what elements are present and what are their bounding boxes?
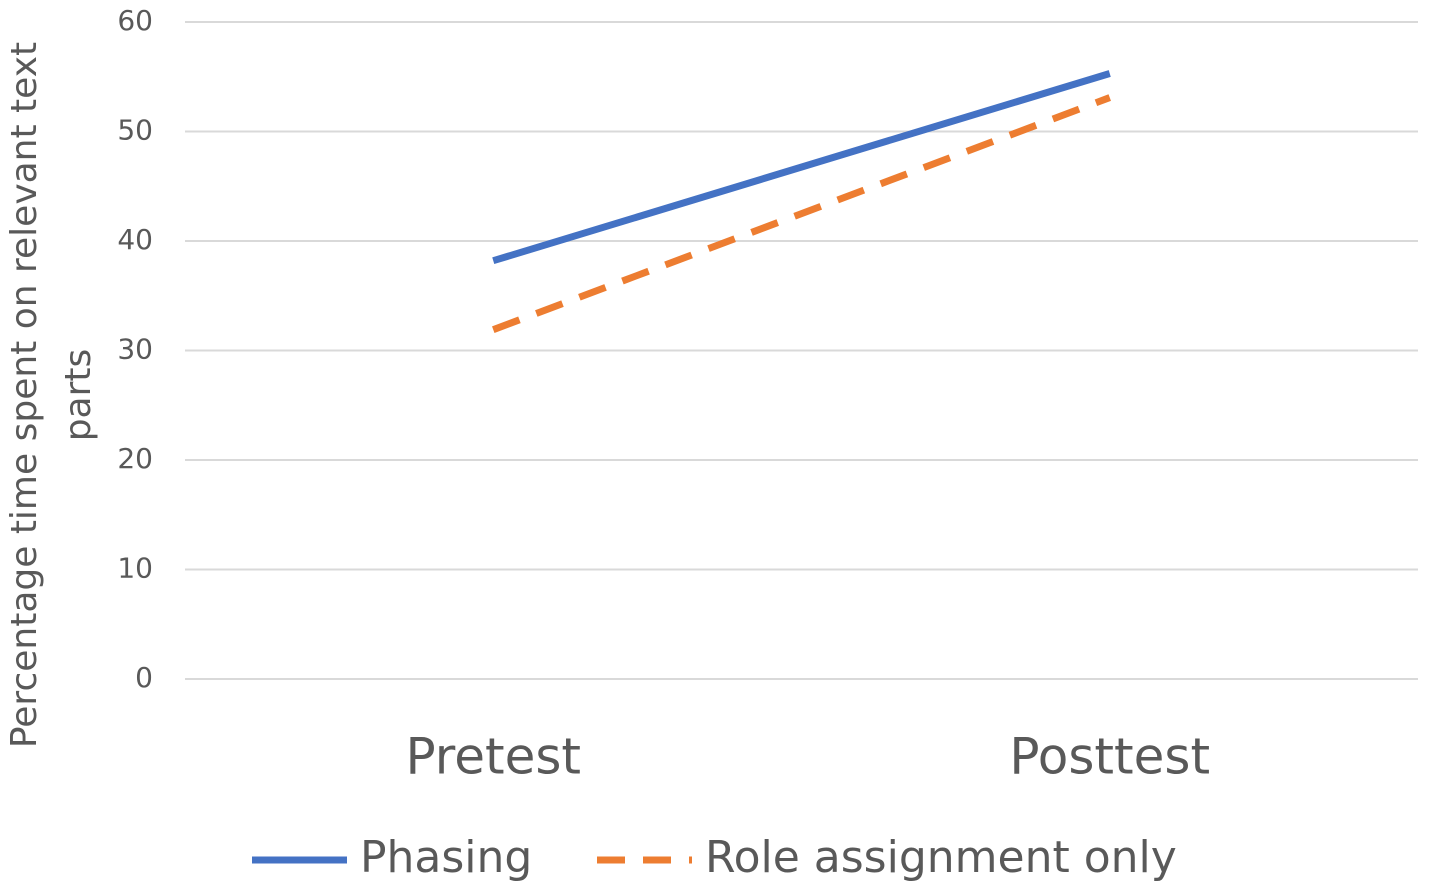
y-tick-label: 60 xyxy=(117,4,153,37)
y-tick-label: 10 xyxy=(117,552,153,585)
y-axis-label: Percentage time spent on relevant text p… xyxy=(4,41,99,749)
legend-label: Phasing xyxy=(360,832,532,883)
legend-label: Role assignment only xyxy=(705,832,1177,883)
y-tick-label: 0 xyxy=(135,661,153,694)
x-tick-label: Pretest xyxy=(405,728,581,786)
x-tick-label: Posttest xyxy=(1009,728,1210,786)
series-line xyxy=(492,94,1111,333)
y-tick-label: 20 xyxy=(117,442,153,475)
series-line xyxy=(492,70,1111,265)
y-tick-label: 50 xyxy=(117,114,153,147)
y-tick-label: 40 xyxy=(117,223,153,256)
y-tick-label: 30 xyxy=(117,333,153,366)
